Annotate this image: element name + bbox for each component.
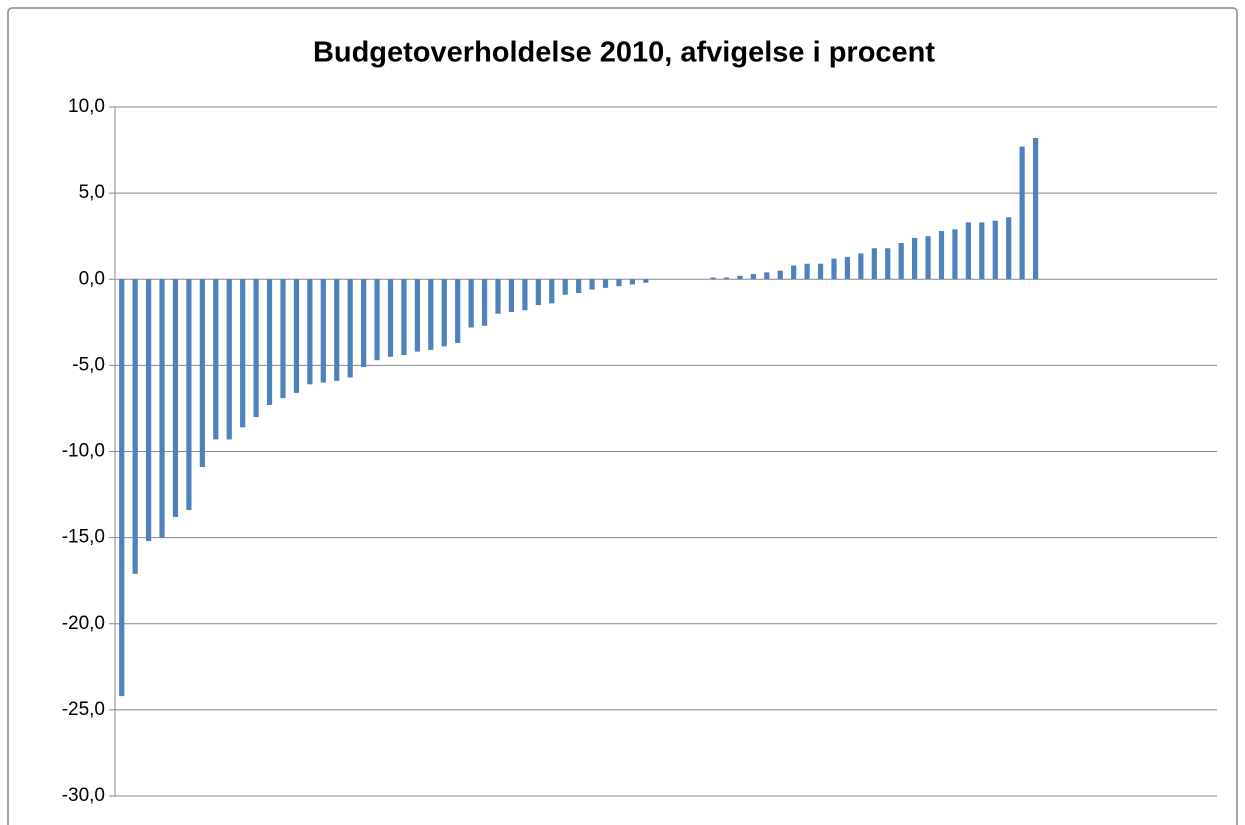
bar <box>898 243 904 280</box>
bar <box>159 279 165 538</box>
bar <box>616 279 622 287</box>
bar <box>858 253 864 280</box>
bar <box>334 279 340 381</box>
bar <box>992 220 998 280</box>
bar <box>750 274 756 280</box>
bar <box>737 275 743 280</box>
bar <box>938 231 945 280</box>
bar <box>589 279 595 290</box>
bar <box>1032 138 1039 280</box>
bar <box>213 279 219 440</box>
bar <box>844 256 851 280</box>
bar <box>764 272 770 280</box>
bar <box>629 279 636 285</box>
bar <box>387 279 394 357</box>
bar <box>777 270 783 280</box>
bar <box>912 237 918 280</box>
y-tick-label: -15,0 <box>62 527 105 548</box>
bar <box>804 263 810 280</box>
bar <box>885 248 891 280</box>
bar <box>710 277 716 280</box>
bar <box>965 222 971 280</box>
bar <box>535 279 541 306</box>
bar <box>199 279 205 468</box>
bar <box>817 263 824 280</box>
bar <box>441 279 447 347</box>
bar <box>307 279 313 385</box>
y-tick-label: 10,0 <box>68 96 105 117</box>
bar <box>347 279 353 378</box>
bar <box>132 279 138 574</box>
bar <box>186 279 192 511</box>
bar <box>253 279 259 418</box>
bar <box>428 279 434 350</box>
y-tick-label: 0,0 <box>79 268 105 289</box>
bar <box>145 279 152 542</box>
bar <box>1006 217 1012 280</box>
bar <box>481 279 488 326</box>
bar <box>414 279 420 352</box>
bar <box>952 229 958 280</box>
bar <box>562 279 568 295</box>
y-tick-label: 5,0 <box>79 182 105 203</box>
bar <box>226 279 232 440</box>
bar <box>361 279 367 368</box>
bar <box>455 279 461 343</box>
bar <box>979 222 985 280</box>
bar <box>240 279 246 428</box>
bar <box>831 258 837 280</box>
y-tick-label: -20,0 <box>62 613 105 634</box>
bar <box>549 279 555 304</box>
bar <box>508 279 515 312</box>
bar <box>576 279 582 294</box>
y-tick-label: -10,0 <box>62 441 105 462</box>
bar <box>925 236 931 280</box>
bar <box>871 248 877 280</box>
bar <box>119 279 125 697</box>
bar <box>522 279 528 311</box>
bar <box>1019 146 1025 280</box>
bar <box>266 279 273 405</box>
bar <box>280 279 286 399</box>
chart-title: Budgetoverholdelse 2010, afvigelse i pro… <box>313 37 935 69</box>
y-tick-label: -5,0 <box>72 354 105 375</box>
bar <box>374 279 380 361</box>
bar <box>723 277 730 280</box>
bar <box>468 279 474 328</box>
bar <box>172 279 179 517</box>
bar <box>293 279 300 393</box>
bar <box>495 279 501 314</box>
bar <box>320 279 326 383</box>
chart-border <box>7 7 1238 825</box>
bar <box>401 279 407 356</box>
bar <box>643 279 649 283</box>
bar <box>791 265 797 280</box>
y-tick-label: -30,0 <box>62 785 105 806</box>
y-tick-label: -25,0 <box>62 699 105 720</box>
bar <box>602 279 609 288</box>
